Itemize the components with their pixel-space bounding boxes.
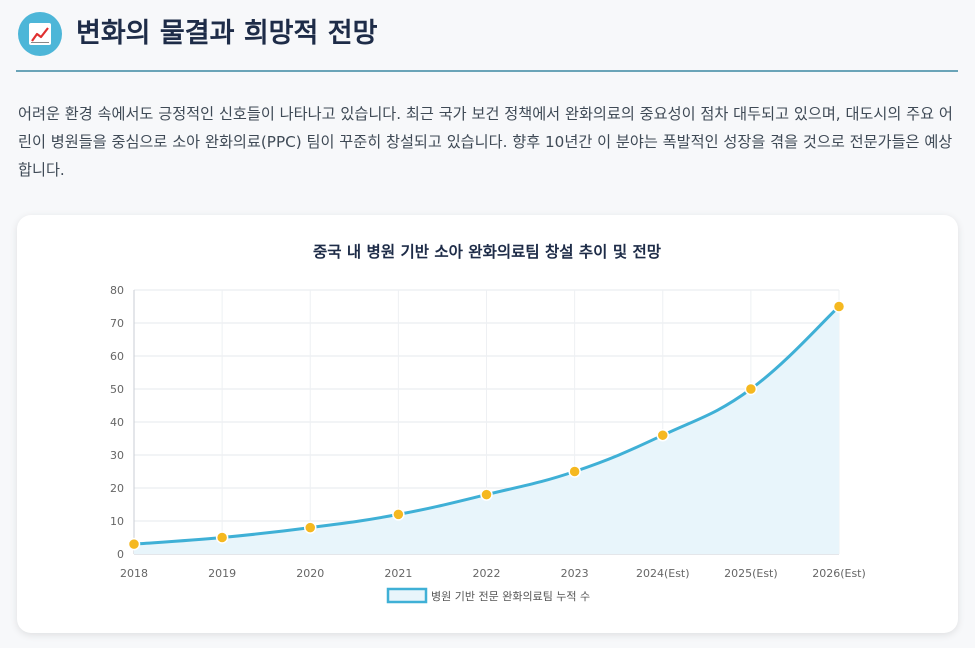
x-tick-label: 2025(Est)	[724, 567, 778, 580]
y-tick-label: 10	[110, 515, 124, 528]
y-tick-label: 0	[117, 548, 124, 561]
x-tick-label: 2018	[120, 567, 148, 580]
x-tick-label: 2026(Est)	[812, 567, 866, 580]
section-header: 변화의 물결과 희망적 전망	[16, 10, 958, 72]
data-point[interactable]	[392, 508, 405, 521]
data-point[interactable]	[480, 488, 493, 501]
intro-paragraph: 어려운 환경 속에서도 긍정적인 신호들이 나타나고 있습니다. 최근 국가 보…	[18, 105, 953, 179]
y-tick-label: 50	[110, 383, 124, 396]
y-tick-label: 80	[110, 284, 124, 297]
chart-card: 중국 내 병원 기반 소아 완화의료팀 창설 추이 및 전망 0 10 20 30 40…	[17, 215, 958, 633]
page-title: 변화의 물결과 희망적 전망	[76, 18, 378, 49]
data-point[interactable]	[744, 382, 758, 396]
y-tick-label: 30	[110, 449, 124, 462]
x-tick-label: 2024(Est)	[636, 567, 690, 580]
x-tick-label: 2021	[384, 567, 412, 580]
data-point[interactable]	[832, 300, 846, 313]
data-point[interactable]	[656, 428, 669, 442]
y-tick-label: 70	[110, 317, 124, 330]
legend-swatch	[386, 587, 428, 604]
x-tick-label: 2019	[208, 567, 236, 580]
series-area-fill	[134, 306, 839, 554]
y-tick-label: 40	[110, 416, 124, 429]
y-tick-label: 60	[110, 350, 124, 363]
data-point[interactable]	[304, 521, 317, 534]
data-point[interactable]	[215, 531, 229, 544]
data-point[interactable]	[127, 537, 141, 551]
chart-title: 중국 내 병원 기반 소아 완화의료팀 창설 추이 및 전망	[313, 242, 662, 261]
x-tick-label: 2020	[296, 567, 324, 580]
legend-label[interactable]: 병원 기반 전문 완화의료팀 누적 수	[431, 590, 590, 603]
chart-increasing-icon	[18, 12, 62, 56]
y-tick-label: 20	[110, 482, 124, 495]
x-tick-label: 2023	[561, 567, 589, 580]
x-tick-label: 2022	[473, 567, 501, 580]
data-point[interactable]	[568, 465, 581, 478]
chart: 중국 내 병원 기반 소아 완화의료팀 창설 추이 및 전망 0 10 20 30 40…	[110, 242, 866, 604]
